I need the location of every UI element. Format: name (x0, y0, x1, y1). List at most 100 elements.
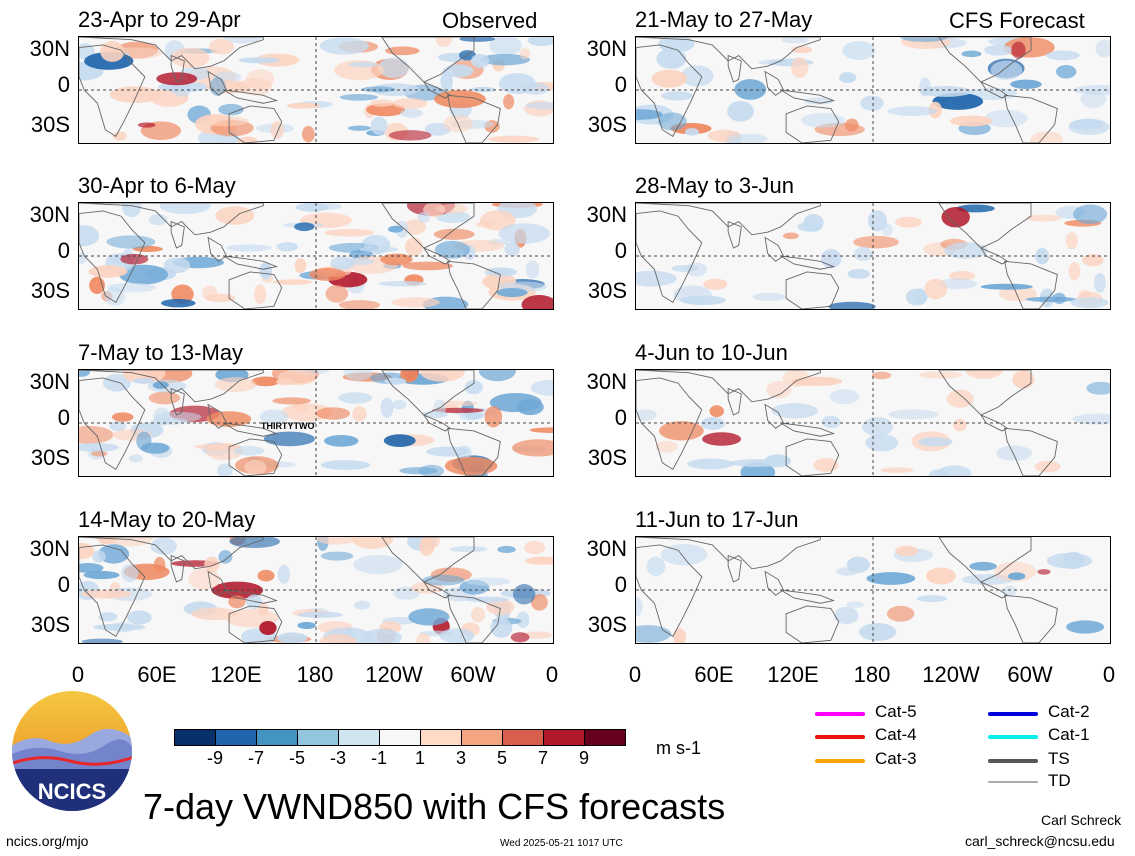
y-tick-label: 0 (57, 572, 70, 597)
ncics-logo: NCICS (10, 689, 134, 813)
x-tick-label: 0 (628, 662, 642, 687)
panel-title: 11-Jun to 17-Jun (635, 507, 799, 532)
x-tick-label: 120E (767, 662, 819, 687)
colorbar-label: -7 (247, 748, 264, 768)
x-tick-label: 60E (694, 662, 734, 687)
map-field (636, 370, 1110, 476)
colorbar-label: -5 (288, 748, 305, 768)
panel-title: 23-Apr to 29-Apr (78, 7, 241, 32)
map-field (79, 37, 553, 143)
anomaly-map (78, 36, 554, 144)
legend-swatch (815, 759, 865, 763)
y-tick-label: 30N (29, 36, 70, 61)
y-tick-label: 30S (587, 278, 627, 303)
colorbar-swatch (379, 729, 421, 746)
legend-swatch (815, 712, 865, 716)
colorbar-swatch (215, 729, 257, 746)
y-tick-label: 30N (29, 536, 70, 561)
map-field (79, 370, 553, 476)
x-tick-label: 120W (922, 662, 980, 687)
y-tick-label: 30N (586, 369, 627, 394)
y-tick-label: 30N (29, 369, 70, 394)
logo-text: NCICS (38, 779, 106, 804)
y-tick-label: 30S (587, 445, 627, 470)
legend-swatch (988, 781, 1038, 783)
panel-title: 21-May to 27-May (635, 7, 813, 32)
panel-title: 30-Apr to 6-May (78, 173, 236, 198)
x-tick-label: 0 (71, 662, 85, 687)
author-email[interactable]: carl_schreck@ncsu.edu (965, 833, 1115, 849)
y-tick-label: 0 (614, 72, 627, 97)
colorbar-label: 1 (414, 748, 425, 768)
y-tick-label: 30N (586, 536, 627, 561)
colorbar-label: 9 (578, 748, 589, 768)
x-tick-label: 180 (853, 662, 891, 687)
colorbar-label: 7 (537, 748, 548, 768)
panel-title: 4-Jun to 10-Jun (635, 340, 788, 365)
colorbar-label: -9 (206, 748, 223, 768)
colorbar-swatch (338, 729, 380, 746)
colorbar-label: 5 (496, 748, 507, 768)
anomaly-map (78, 536, 554, 644)
anomaly-map (635, 536, 1111, 644)
colorbar-label: -3 (329, 748, 346, 768)
anomaly-map (635, 369, 1111, 477)
anomaly-map (78, 369, 554, 477)
legend-swatch (988, 759, 1038, 763)
y-tick-label: 0 (57, 405, 70, 430)
x-tick-label: 0 (545, 662, 559, 687)
colorbar-swatch (174, 729, 216, 746)
legend-label: Cat-2 (1048, 702, 1090, 721)
y-tick-label: 0 (614, 572, 627, 597)
y-tick-label: 0 (57, 72, 70, 97)
legend-label: Cat-5 (875, 702, 917, 721)
x-tick-label: 0 (1102, 662, 1116, 687)
legend-label: Cat-4 (875, 725, 917, 744)
legend-swatch (815, 735, 865, 739)
legend-swatch (988, 735, 1038, 739)
y-tick-label: 30N (586, 202, 627, 227)
colorbar-swatch (256, 729, 298, 746)
x-tick-label: 60E (137, 662, 177, 687)
map-field (636, 537, 1110, 643)
panel-title: 28-May to 3-Jun (635, 173, 794, 198)
x-tick-label: 180 (296, 662, 334, 687)
x-tick-label: 60W (1007, 662, 1053, 687)
panel-title: 14-May to 20-May (78, 507, 256, 532)
legend-swatch (988, 712, 1038, 716)
y-tick-label: 30N (586, 36, 627, 61)
colorbar-swatch (420, 729, 462, 746)
map-field (79, 537, 553, 643)
y-tick-label: 30S (587, 112, 627, 137)
observed-header: Observed (442, 8, 538, 33)
figure-title: 7-day VWND850 with CFS forecasts (143, 786, 726, 827)
legend-label: Cat-1 (1048, 725, 1090, 744)
y-tick-label: 0 (57, 238, 70, 263)
colorbar-swatch (543, 729, 585, 746)
y-tick-label: 30S (30, 612, 70, 637)
legend-label: TD (1048, 771, 1071, 790)
colorbar-units: m s-1 (656, 738, 701, 758)
y-tick-label: 30S (30, 278, 70, 303)
x-tick-label: 120W (365, 662, 423, 687)
legend-label: TS (1048, 749, 1070, 768)
storm-annotation: THIRTYTWO (261, 421, 315, 431)
x-tick-label: 60W (450, 662, 496, 687)
website-link[interactable]: ncics.org/mjo (6, 833, 89, 849)
colorbar-label: 3 (455, 748, 466, 768)
anomaly-map (78, 202, 554, 310)
colorbar-label: -1 (370, 748, 387, 768)
y-tick-label: 0 (614, 238, 627, 263)
colorbar-swatch (584, 729, 626, 746)
anomaly-map (635, 202, 1111, 310)
map-field (636, 37, 1110, 143)
panel-title: 7-May to 13-May (78, 340, 244, 365)
y-tick-label: 30S (30, 445, 70, 470)
timestamp: Wed 2025-05-21 1017 UTC (500, 838, 623, 849)
x-tick-label: 120E (210, 662, 262, 687)
y-tick-label: 0 (614, 405, 627, 430)
legend-label: Cat-3 (875, 749, 917, 768)
colorbar-swatch (502, 729, 544, 746)
y-tick-label: 30S (587, 612, 627, 637)
map-field (636, 203, 1110, 309)
